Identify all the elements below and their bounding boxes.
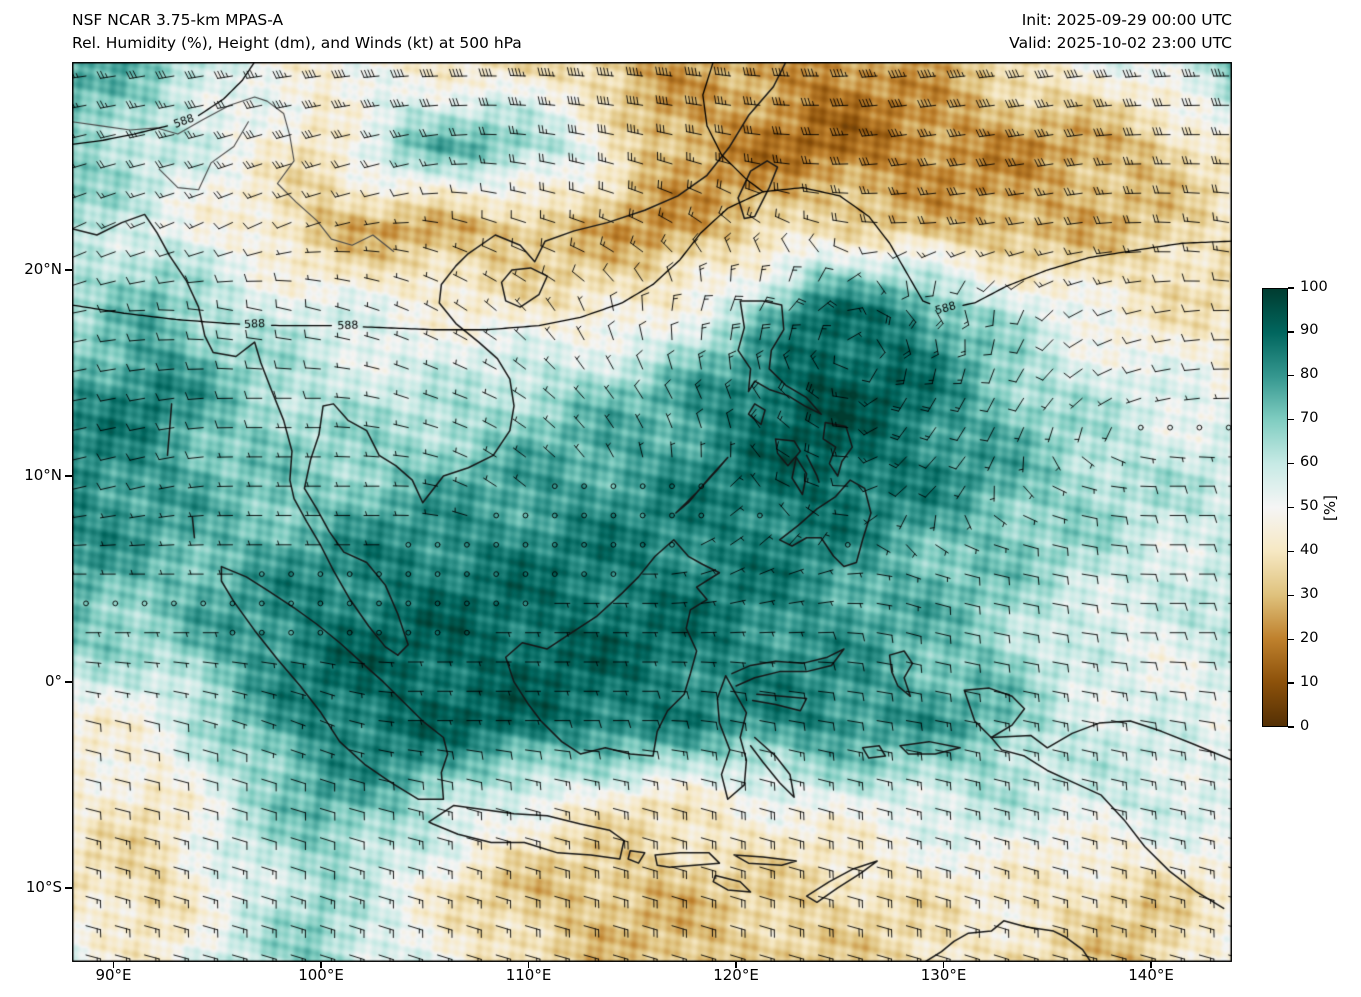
x-tick-label: 140°E	[1128, 966, 1174, 984]
colorbar-tick-label: 50	[1300, 498, 1319, 514]
colorbar-tick-mark	[1288, 638, 1294, 640]
colorbar-tick-mark	[1288, 726, 1294, 728]
y-tick-label: 10°N	[24, 465, 62, 484]
x-tick-label: 100°E	[298, 966, 344, 984]
y-tick-mark	[65, 887, 72, 889]
x-tick-mark	[320, 962, 322, 968]
x-tick-mark	[942, 962, 945, 968]
colorbar-tick-label: 90	[1300, 322, 1319, 339]
colorbar-tick-label: 80	[1300, 366, 1319, 383]
y-tick-mark	[65, 681, 72, 683]
colorbar-tick-label: 10	[1300, 673, 1319, 690]
figure-titles: NSF NCAR 3.75-km MPAS-A Rel. Humidity (%…	[72, 9, 522, 54]
colorbar: [%] 0 10 20 30 40 50 60 70 80 90 100	[1262, 279, 1361, 734]
colorbar-tick-mark	[1288, 550, 1294, 553]
colorbar-tick-label: 0	[1300, 717, 1310, 734]
colorbar-tick-label: 60	[1300, 454, 1319, 471]
colorbar-tick-mark	[1288, 419, 1294, 421]
map-canvas	[72, 62, 1232, 962]
x-tick-mark	[112, 962, 115, 968]
model-title: NSF NCAR 3.75-km MPAS-A	[72, 11, 284, 29]
colorbar-tick-label: 70	[1300, 410, 1319, 427]
colorbar-gradient	[1262, 288, 1288, 727]
colorbar-tick-label: 100	[1300, 278, 1328, 295]
y-tick-mark	[65, 475, 72, 477]
colorbar-tick-mark	[1288, 375, 1294, 377]
x-tick-mark	[527, 962, 530, 968]
y-tick-label: 0°	[44, 671, 62, 690]
colorbar-tick-mark	[1288, 594, 1294, 596]
figure-times: Init: 2025-09-29 00:00 UTC Valid: 2025-1…	[1009, 9, 1232, 54]
colorbar-tick-label: 40	[1300, 541, 1319, 558]
x-tick-label: 90°E	[95, 966, 132, 984]
x-tick-label: 110°E	[505, 966, 552, 984]
colorbar-tick-label: 30	[1300, 585, 1319, 602]
y-tick-label: 10°S	[25, 877, 62, 896]
valid-time: Valid: 2025-10-02 23:00 UTC	[1009, 33, 1232, 52]
x-tick-mark	[1150, 962, 1152, 968]
colorbar-tick-mark	[1288, 506, 1294, 509]
colorbar-tick-mark	[1288, 462, 1294, 465]
field-title: Rel. Humidity (%), Height (dm), and Wind…	[72, 33, 522, 52]
colorbar-tick-mark	[1288, 287, 1294, 289]
init-time: Init: 2025-09-29 00:00 UTC	[1021, 11, 1232, 29]
x-tick-label: 120°E	[713, 966, 759, 984]
y-tick-label: 20°N	[24, 260, 62, 278]
colorbar-tick-label: 20	[1300, 629, 1319, 646]
x-tick-label: 130°E	[920, 966, 967, 984]
y-tick-mark	[65, 269, 72, 271]
colorbar-tick-mark	[1288, 682, 1294, 684]
x-tick-mark	[735, 962, 737, 968]
map-plot	[72, 62, 1232, 962]
colorbar-unit-label: [%]	[1321, 494, 1339, 521]
colorbar-tick-mark	[1288, 331, 1294, 333]
